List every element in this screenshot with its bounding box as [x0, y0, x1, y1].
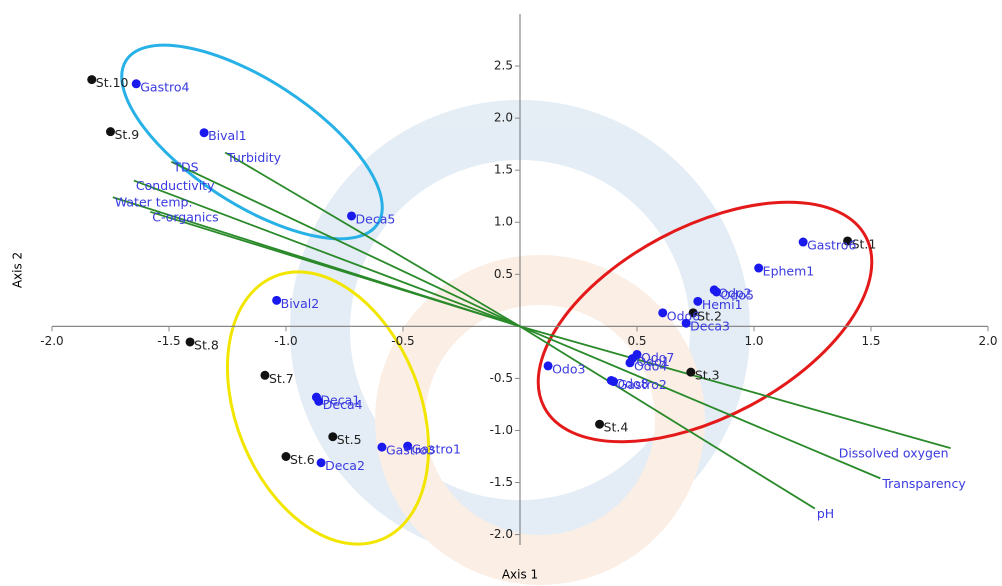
- env-vector: [224, 151, 521, 328]
- point: [595, 419, 605, 429]
- point-label: St.6: [290, 452, 315, 467]
- point: [798, 237, 808, 247]
- point: [199, 128, 209, 138]
- point: [712, 287, 722, 297]
- vector-label: C-organics: [152, 209, 218, 224]
- point: [106, 127, 115, 137]
- point-label: Bival1: [208, 128, 247, 143]
- env-vector: [150, 210, 521, 328]
- point: [316, 458, 326, 468]
- y-tick-label: -1.0: [490, 423, 513, 437]
- vector-label: Dissolved oxygen: [839, 446, 949, 461]
- point: [632, 349, 642, 359]
- vector-label: Water temp.: [115, 195, 193, 210]
- point-label: St.8: [194, 337, 219, 352]
- point: [87, 75, 97, 85]
- point-label: Odo4: [634, 358, 667, 373]
- point-label: Gastro6: [807, 238, 856, 253]
- point: [843, 236, 853, 246]
- group-ellipse: [225, 270, 431, 546]
- point-label: Ephem1: [763, 264, 815, 279]
- point-label: Gastro3: [386, 443, 435, 458]
- point: [693, 296, 703, 306]
- vector-label: Turbidity: [226, 150, 282, 165]
- point-label: St.9: [115, 127, 140, 142]
- point: [681, 318, 691, 328]
- point-label: Gastro1: [412, 442, 461, 457]
- point-label: Deca3: [690, 319, 730, 334]
- env-vector: [519, 325, 951, 450]
- x-tick-label: -1.5: [157, 334, 180, 348]
- point: [625, 358, 635, 368]
- y-tick-label: -2.0: [490, 527, 513, 541]
- point-label: Odo8: [615, 376, 648, 391]
- y-tick-label: -0.5: [490, 371, 513, 385]
- y-tick-label: 2.0: [494, 111, 513, 125]
- point: [686, 367, 696, 377]
- point-label: Odo2: [718, 285, 751, 300]
- point: [754, 263, 764, 273]
- point-label: St.7: [269, 371, 294, 386]
- vector-label: Transparency: [881, 476, 966, 491]
- env-vector: [133, 179, 521, 328]
- point: [272, 295, 282, 305]
- point-label: Bival2: [281, 296, 320, 311]
- point-label: Deca4: [323, 397, 363, 412]
- x-tick-label: -2.0: [40, 334, 63, 348]
- x-tick-label: -1.0: [274, 334, 297, 348]
- vector-label: Conductivity: [136, 178, 215, 193]
- point-label: Gastro2: [618, 377, 667, 392]
- point-label: Odo3: [552, 361, 585, 376]
- env-vector: [519, 325, 816, 510]
- point-label: St.1: [852, 236, 877, 251]
- x-tick-label: -0.5: [391, 334, 414, 348]
- point: [658, 308, 668, 318]
- y-tick-label: 1.5: [494, 163, 513, 177]
- point-label: Deca5: [356, 211, 396, 226]
- point-label: Odo7: [641, 350, 674, 365]
- point: [543, 361, 553, 371]
- x-tick-label: 0.5: [627, 334, 646, 348]
- point-label: St.3: [695, 368, 720, 383]
- point-label: Deca2: [325, 458, 365, 473]
- point: [314, 396, 324, 406]
- x-tick-label: 1.5: [861, 334, 880, 348]
- x-tick-label: 2.0: [978, 334, 997, 348]
- point-label: Odo5: [721, 287, 754, 302]
- y-tick-label: 1.0: [494, 215, 513, 229]
- y-tick-label: 0.5: [494, 267, 513, 281]
- point: [377, 442, 387, 452]
- point: [609, 377, 619, 387]
- point-label: St.4: [604, 420, 629, 435]
- point-label: Deca1: [320, 393, 360, 408]
- point-label: Gastro4: [140, 79, 189, 94]
- point: [328, 432, 338, 442]
- point: [281, 452, 291, 461]
- point-label: St.5: [337, 432, 362, 447]
- group-ellipse: [536, 200, 874, 444]
- point-label: Hemi1: [702, 297, 743, 312]
- point-label: Odo6: [667, 308, 700, 323]
- point-label: Odo1: [636, 354, 669, 369]
- y-tick-label: 2.5: [494, 59, 513, 73]
- point: [403, 441, 413, 451]
- env-vector: [519, 325, 881, 480]
- x-axis-label: Axis 1: [502, 568, 538, 582]
- point-label: St.2: [697, 308, 722, 323]
- point: [688, 308, 698, 318]
- point-label: St.10: [96, 75, 129, 90]
- y-axis-label: Axis 2: [11, 252, 25, 288]
- point: [260, 370, 270, 380]
- env-vector: [170, 161, 521, 328]
- x-tick-label: 1.0: [744, 334, 763, 348]
- y-tick-label: -1.5: [490, 475, 513, 489]
- point: [185, 337, 195, 347]
- vector-label: TDS: [172, 159, 198, 174]
- vector-label: pH: [817, 506, 834, 521]
- point: [131, 79, 141, 89]
- group-ellipse: [120, 43, 384, 241]
- point: [347, 211, 357, 221]
